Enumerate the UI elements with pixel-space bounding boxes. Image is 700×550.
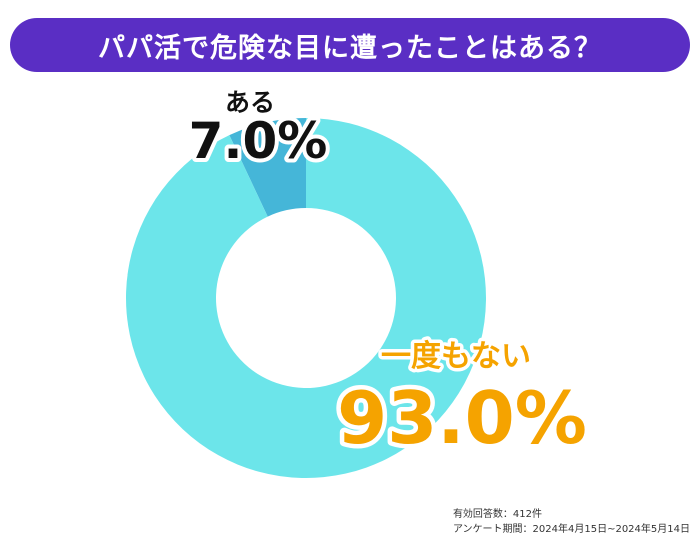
respondent-count: 有効回答数：412件 — [452, 509, 543, 520]
survey-period: アンケート期間：2024年4月15日~2024年5月14日 — [452, 524, 690, 535]
donut-slice-no — [126, 118, 487, 479]
donut-labels: ある 7.0% 一度もない 93.0% — [185, 85, 592, 465]
survey-footnote: 有効回答数：412件 アンケート期間：2024年4月15日~2024年5月14日 — [453, 507, 690, 537]
slice-value-yes: 7.0% — [189, 112, 328, 170]
donut-slices — [126, 118, 487, 479]
slice-label-yes: ある — [225, 88, 275, 117]
slice-value-no: 93.0% — [337, 376, 587, 460]
chart-title: パパ活で危険な目に遭ったことはある？ — [98, 32, 602, 64]
donut-slice-yes — [229, 118, 306, 217]
chart-title-bar: パパ活で危険な目に遭ったことはある？ — [10, 18, 690, 72]
slice-label-no: 一度もない — [381, 339, 531, 374]
